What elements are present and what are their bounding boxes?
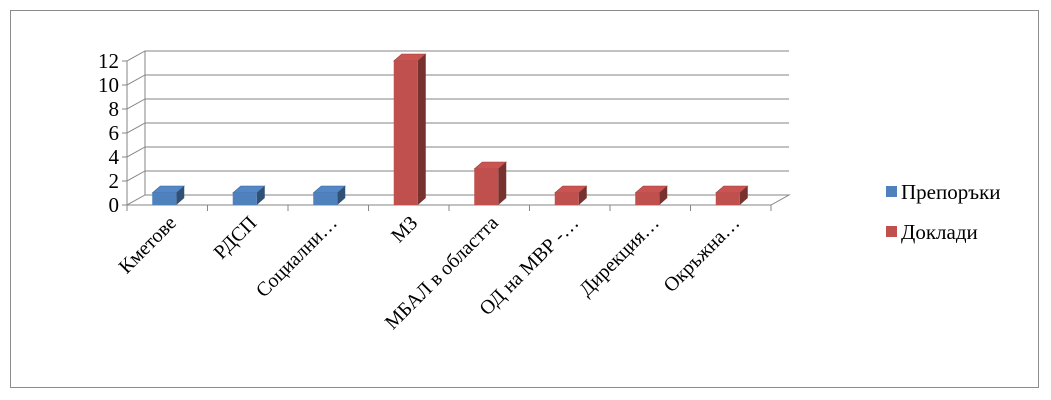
- chart-frame: [10, 10, 1039, 388]
- bar-front: [152, 193, 177, 205]
- y-tick-label: 8: [109, 97, 120, 121]
- y-tick-label: 12: [98, 49, 119, 73]
- bar: [392, 53, 427, 205]
- bar-front: [635, 193, 660, 205]
- bar: [312, 185, 347, 205]
- x-category-label: Дирекция…: [575, 212, 664, 301]
- chart-walls: [125, 51, 791, 206]
- gridline: [126, 74, 789, 86]
- bar: [553, 185, 588, 205]
- bar-front: [313, 193, 338, 205]
- bar: [714, 185, 749, 205]
- x-category-label: Социални…: [252, 212, 342, 302]
- gridline: [126, 122, 789, 134]
- gridline: [126, 50, 789, 62]
- x-category-label: РДСП: [210, 212, 262, 264]
- bar-front: [393, 61, 418, 205]
- x-category-label: МЗ: [387, 212, 422, 247]
- bar-front: [232, 193, 257, 205]
- y-tick-label: 0: [109, 193, 120, 217]
- bar-side: [256, 186, 265, 205]
- x-category-label: Окръжна…: [659, 212, 744, 297]
- y-tick-label: 2: [109, 169, 120, 193]
- bar-side: [659, 186, 668, 205]
- bar-side: [739, 186, 748, 205]
- y-tick-label: 4: [109, 145, 120, 169]
- bar: [231, 185, 266, 205]
- bar: [473, 161, 508, 205]
- gridline: [126, 98, 789, 110]
- bar-front: [554, 193, 579, 205]
- bar-front: [474, 169, 499, 205]
- bar: [151, 185, 186, 205]
- legend-swatch: [886, 186, 897, 197]
- y-tick-label: 6: [109, 121, 120, 145]
- gridline: [126, 170, 789, 182]
- bar: [634, 185, 669, 205]
- floor-outline: [125, 194, 791, 206]
- legend-label: Препоръки: [901, 180, 1001, 204]
- y-tick-label: 10: [98, 73, 119, 97]
- legend-swatch: [886, 226, 897, 237]
- bar-side: [578, 186, 587, 205]
- gridline: [126, 146, 789, 158]
- bar-side: [337, 186, 346, 205]
- x-category-label: Кметове: [115, 212, 181, 278]
- legend: Препоръки Доклади: [886, 180, 1001, 244]
- bar-side: [176, 186, 185, 205]
- bar-side: [498, 162, 507, 205]
- legend-label: Доклади: [901, 220, 978, 244]
- bars: [151, 53, 749, 205]
- gridlines: [126, 50, 789, 182]
- bar-side: [417, 54, 426, 205]
- bar-front: [715, 193, 740, 205]
